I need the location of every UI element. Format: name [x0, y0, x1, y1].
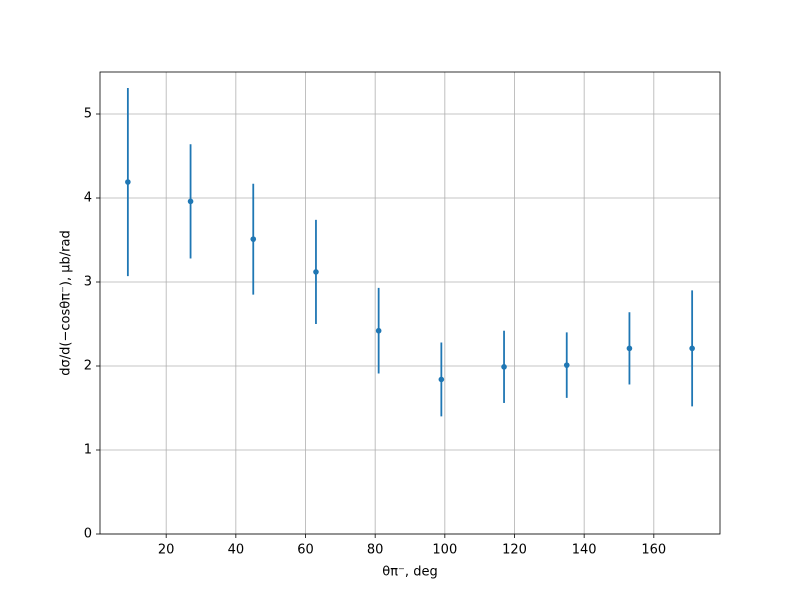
- x-axis-label: θπ⁻, deg: [382, 565, 437, 580]
- x-tick-label: 140: [572, 543, 597, 558]
- y-tick-label: 2: [84, 359, 92, 374]
- data-point: [689, 345, 695, 352]
- y-tick-label: 0: [84, 527, 92, 542]
- data-point: [187, 198, 194, 205]
- x-tick-label: 120: [502, 543, 527, 558]
- y-tick-label: 3: [84, 275, 92, 290]
- x-tick-label: 20: [158, 543, 175, 558]
- data-point: [375, 327, 382, 334]
- data-point: [313, 269, 319, 275]
- data-point: [250, 236, 257, 242]
- y-tick-label: 4: [84, 191, 92, 206]
- x-tick-label: 160: [641, 543, 666, 558]
- y-tick-label: 5: [84, 107, 92, 122]
- data-point: [125, 179, 131, 185]
- data-point: [501, 364, 507, 370]
- data-point: [626, 345, 633, 352]
- x-tick-label: 80: [367, 543, 384, 558]
- x-tick-label: 100: [432, 543, 457, 558]
- x-tick-label: 60: [297, 543, 314, 558]
- x-tick-label: 40: [228, 543, 245, 558]
- data-point: [438, 376, 445, 383]
- data-point: [563, 362, 570, 368]
- plot-frame: [99, 71, 721, 535]
- y-axis-label: dσ/d(−cosθπ⁻), μb/rad: [59, 230, 74, 375]
- y-tick-label: 1: [84, 443, 92, 458]
